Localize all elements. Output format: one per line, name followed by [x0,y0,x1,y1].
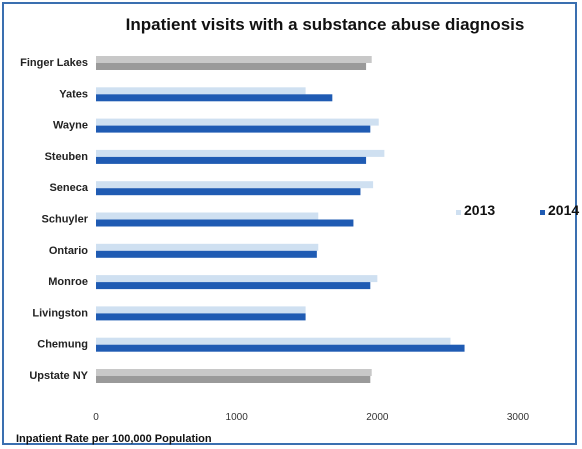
legend-swatch-2013 [456,210,461,215]
bar-2013-chemung [96,337,451,345]
bar-chart: Inpatient visits with a substance abuse … [16,15,579,445]
category-label: Monroe [48,276,88,288]
category-label: Yates [59,88,88,100]
category-label: Seneca [49,182,88,194]
chart-frame: Inpatient visits with a substance abuse … [2,2,579,445]
x-tick-label: 2000 [366,412,389,423]
bar-2013-monroe [96,275,378,283]
bar-2014-livingston [96,313,306,321]
category-label: Upstate NY [29,370,88,382]
x-tick-label: 3000 [507,412,530,423]
legend-label-2014: 2014 [548,202,579,218]
legend-swatch-2014 [540,210,545,215]
bar-2014-ontario [96,250,317,258]
bar-2014-seneca [96,188,361,196]
bar-2013-upstate-ny [96,369,372,376]
bar-2014-monroe [96,282,371,290]
x-tick-label: 0 [93,412,99,423]
category-label: Chemung [37,339,88,351]
category-label: Schuyler [42,214,89,226]
bar-2014-wayne [96,125,371,133]
bar-2014-schuyler [96,219,354,227]
legend: 2013 2014 [456,202,579,218]
bar-2014-yates [96,94,333,102]
bar-2013-steuben [96,149,385,157]
bar-2013-yates [96,87,306,95]
bar-2014-upstate-ny [96,376,371,383]
x-tick-labels: 0 1000 2000 3000 [93,412,529,423]
legend-label-2013: 2013 [464,202,495,218]
category-label: Finger Lakes [20,57,88,69]
bar-2014-finger-lakes [96,63,367,70]
bar-2013-livingston [96,306,306,314]
category-label: Ontario [49,245,88,257]
bar-2014-steuben [96,156,367,164]
x-tick-label: 1000 [226,412,249,423]
category-label: Wayne [53,120,88,132]
bar-2013-finger-lakes [96,56,372,63]
bar-2014-chemung [96,344,465,352]
x-axis-title: Inpatient Rate per 100,000 Population [16,433,212,445]
chart-title: Inpatient visits with a substance abuse … [126,15,525,34]
category-label: Livingston [32,307,88,319]
category-labels: Finger Lakes Yates Wayne Steuben Seneca Schuy… [20,57,89,382]
bar-2013-ontario [96,243,319,251]
bars-group [96,56,465,383]
bar-2013-wayne [96,118,379,126]
bar-2013-schuyler [96,212,319,220]
bar-2013-seneca [96,181,374,189]
category-label: Steuben [45,151,89,163]
